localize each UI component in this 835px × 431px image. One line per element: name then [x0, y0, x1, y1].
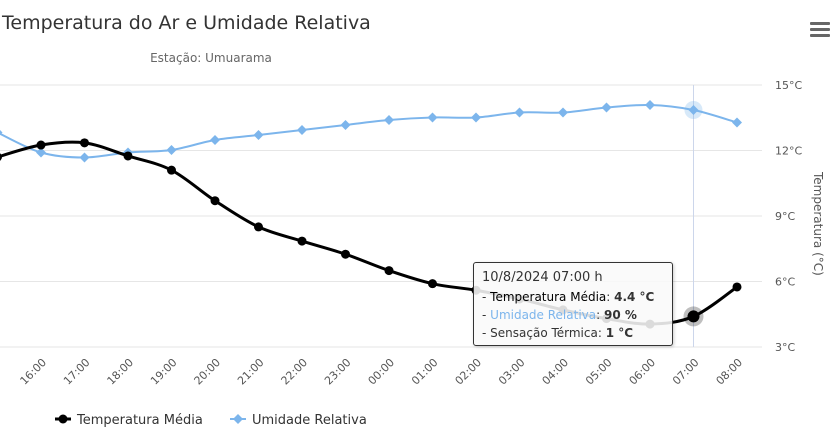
temperature-point: [80, 138, 89, 148]
x-tick-label: 19:00: [148, 356, 180, 388]
hamburger-menu-icon[interactable]: [810, 22, 830, 38]
humidity-point: [601, 102, 612, 113]
humidity-point: [36, 147, 46, 158]
x-tick-label: 06:00: [627, 356, 659, 388]
x-tick-label: 16:00: [18, 356, 50, 388]
humidity-point: [732, 117, 742, 128]
x-tick-label: 17:00: [61, 356, 93, 388]
y-tick-label: 6°C: [775, 276, 795, 289]
tooltip-row-temperature: - Temperatura Média: 4.4 °C: [482, 290, 655, 304]
humidity-point: [471, 112, 481, 123]
humidity-point: [427, 112, 438, 123]
temperature-point: [123, 151, 133, 161]
temperature-point: [167, 165, 176, 175]
tooltip: 10/8/2024 07:00 h - Temperatura Média: 4…: [473, 262, 673, 346]
temperature-point: [428, 279, 437, 289]
humidity-point: [514, 107, 525, 118]
x-tick-label: 22:00: [279, 356, 311, 388]
temperature-point: [732, 282, 742, 292]
humidity-point: [0, 130, 3, 135]
chart-subtitle: Estação: Umuarama: [150, 51, 272, 65]
x-tick-label: 08:00: [714, 356, 746, 388]
humidity-point: [645, 100, 655, 110]
y-axis-title: Temperatura (°C): [811, 171, 825, 276]
humidity-point: [166, 145, 177, 155]
legend-item-temperature[interactable]: Temperatura Média: [76, 413, 203, 428]
y-tick-label: 3°C: [775, 341, 795, 354]
x-tick-label: 21:00: [235, 356, 267, 388]
tooltip-header: 10/8/2024 07:00 h: [482, 270, 603, 285]
x-tick-label: 07:00: [670, 356, 702, 388]
humidity-point: [558, 107, 568, 118]
temperature-point: [36, 140, 46, 150]
x-tick-label: 00:00: [366, 356, 398, 388]
chart-title: Temperatura do Ar e Umidade Relativa: [2, 12, 371, 34]
temperature-point: [254, 222, 263, 232]
x-tick-label: 05:00: [583, 356, 615, 388]
temperature-point: [384, 266, 394, 276]
x-tick-label: 20:00: [192, 356, 224, 388]
temperature-point: [341, 249, 350, 259]
humidity-point: [384, 115, 394, 125]
humidity-point: [210, 135, 220, 145]
humidity-point: [340, 120, 351, 130]
x-tick-label: 02:00: [453, 356, 485, 388]
legend-item-humidity[interactable]: Umidade Relativa: [252, 413, 367, 428]
temperature-point: [687, 310, 700, 323]
x-tick-label: 03:00: [496, 356, 528, 388]
legend-temperature-marker: [58, 414, 68, 424]
temperature-point: [297, 236, 307, 246]
x-tick-label: 04:00: [540, 356, 572, 388]
humidity-point: [688, 105, 699, 115]
humidity-point: [79, 152, 90, 163]
y-tick-label: 15°C: [775, 79, 802, 92]
x-tick-label: 18:00: [105, 356, 137, 388]
legend-humidity-marker: [233, 414, 243, 424]
humidity-point: [253, 130, 264, 140]
tooltip-row-humidity: - Umidade Relativa: 90 %: [482, 308, 637, 322]
y-tick-label: 9°C: [775, 210, 795, 223]
tooltip-row-feels-like: - Sensação Térmica: 1 °C: [482, 326, 634, 340]
temperature-point: [0, 153, 2, 161]
humidity-point: [297, 125, 307, 135]
y-tick-label: 12°C: [775, 145, 802, 158]
x-tick-label: 01:00: [409, 356, 441, 388]
temperature-point: [210, 196, 220, 206]
x-tick-label: 23:00: [322, 356, 354, 388]
